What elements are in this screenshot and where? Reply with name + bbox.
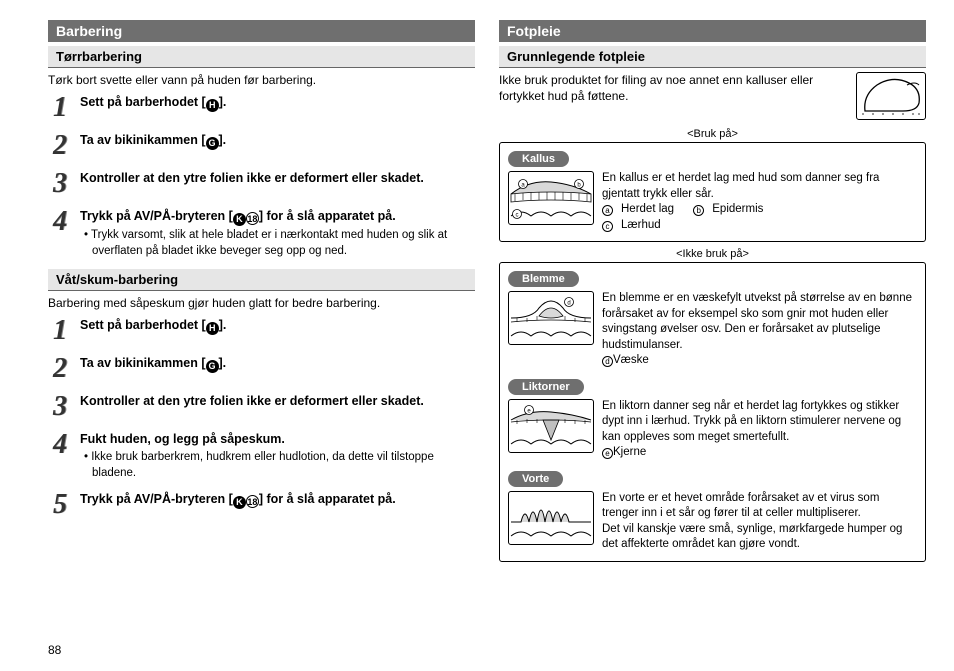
kallus-box: Kallus a b [499, 142, 926, 242]
dry-step-3: 3 Kontroller at den ytre folien ikke er … [48, 170, 475, 198]
dry-intro: Tørk bort svette eller vann på huden før… [48, 72, 475, 88]
blemme-desc: En blemme er en væskefylt utvekst på stø… [602, 291, 917, 353]
vorte-pill: Vorte [508, 471, 563, 487]
sub-header-dry: Tørrbarbering [48, 46, 475, 68]
step-number: 4 [48, 208, 72, 236]
step-number: 5 [48, 491, 72, 519]
left-column: Barbering Tørrbarbering Tørk bort svette… [48, 20, 475, 661]
kallus-pill: Kallus [508, 151, 569, 167]
right-column: Fotpleie Grunnlegende fotpleie Ikke bruk… [499, 20, 926, 661]
step-number: 3 [48, 170, 72, 198]
blemme-pill: Blemme [508, 271, 579, 287]
kallus-diagram-icon: a b c [508, 171, 594, 225]
wet-step-5: 5 Trykk på AV/PÅ-bryteren [K18] for å sl… [48, 491, 475, 519]
liktorner-desc: En liktorn danner seg når et herdet lag … [602, 399, 917, 446]
page-number: 88 [48, 643, 61, 657]
wet-intro: Barbering med såpeskum gjør huden glatt … [48, 295, 475, 311]
ref-icon-k: K [233, 213, 246, 226]
vorte-desc1: En vorte er et hevet område forårsaket a… [602, 491, 917, 522]
ref-icon-k: K [233, 496, 246, 509]
section-header-barbering: Barbering [48, 20, 475, 42]
bullet-text: Trykk varsomt, slik at hele bladet er i … [80, 228, 475, 259]
ref-circle-18: 18 [246, 212, 259, 225]
step-number: 4 [48, 431, 72, 459]
dry-step-1: 1 Sett på barberhodet [H]. [48, 94, 475, 122]
dry-step-2: 2 Ta av bikinikammen [G]. [48, 132, 475, 160]
no-use-box: Blemme [499, 262, 926, 562]
step-number: 1 [48, 317, 72, 345]
wet-step-1: 1 Sett på barberhodet [H]. [48, 317, 475, 345]
kallus-desc: En kallus er et herdet lag med hud som d… [602, 171, 917, 202]
no-use-on-label: <Ikke bruk på> [499, 248, 926, 260]
liktorner-pill: Liktorner [508, 379, 584, 395]
bullet-text: Ikke bruk barberkrem, hudkrem eller hudl… [80, 450, 475, 481]
step-number: 2 [48, 355, 72, 383]
dry-step-4: 4 Trykk på AV/PÅ-bryteren [K18] for å sl… [48, 208, 475, 259]
ref-icon-g: G [206, 137, 219, 150]
liktorner-diagram-icon: e [508, 399, 594, 453]
ref-circle-18: 18 [246, 495, 259, 508]
svg-text:d: d [567, 301, 570, 307]
sub-header-wet: Våt/skum-barbering [48, 269, 475, 291]
ref-icon-h: H [206, 322, 219, 335]
section-header-fotpleie: Fotpleie [499, 20, 926, 42]
step-number: 3 [48, 393, 72, 421]
wet-step-2: 2 Ta av bikinikammen [G]. [48, 355, 475, 383]
wet-step-3: 3 Kontroller at den ytre folien ikke er … [48, 393, 475, 421]
step-number: 2 [48, 132, 72, 160]
step-number: 1 [48, 94, 72, 122]
sub-header-grunnlegende: Grunnlegende fotpleie [499, 46, 926, 68]
use-on-label: <Bruk på> [499, 128, 926, 140]
vorte-diagram-icon [508, 491, 594, 545]
svg-text:c: c [516, 213, 519, 219]
foot-intro: Ikke bruk produktet for filing av noe an… [499, 72, 846, 104]
wet-step-4: 4 Fukt huden, og legg på såpeskum. Ikke … [48, 431, 475, 481]
ref-icon-g: G [206, 360, 219, 373]
blemme-diagram-icon: d [508, 291, 594, 345]
foot-icon [856, 72, 926, 120]
ref-icon-h: H [206, 99, 219, 112]
vorte-desc2: Det vil kanskje være små, synlige, mørkf… [602, 522, 917, 553]
